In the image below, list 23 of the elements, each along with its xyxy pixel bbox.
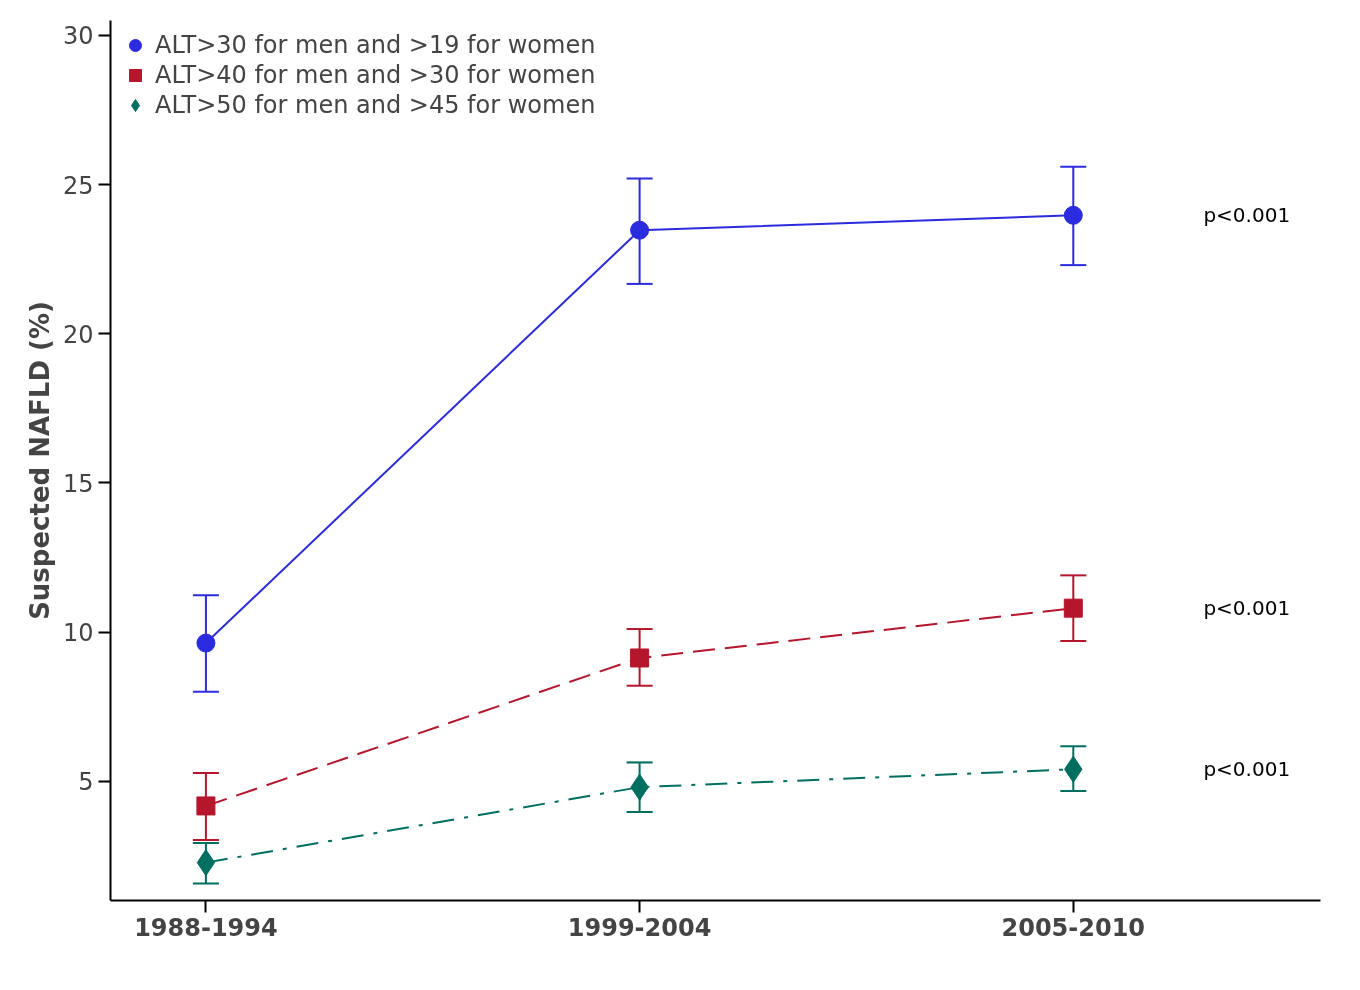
point [196,633,216,653]
y-tick-label: 10 [62,619,94,648]
y-tick-label: 25 [62,171,94,200]
legend-label: ALT>30 for men and >19 for women [155,31,596,59]
y-tick-label: 5 [78,768,94,797]
x-tick-label: 1999-2004 [567,913,712,942]
annotation: p<0.001 [1203,596,1291,621]
y-tick-label: 30 [62,22,94,51]
x-tick-label: 1988-1994 [134,913,278,942]
point [1063,205,1083,225]
y-tick-label: 20 [62,320,94,349]
point [1063,598,1083,618]
annotation: p<0.001 [1203,757,1291,782]
legend-label: ALT>40 for men and >30 for women [155,61,596,89]
y-axis-title: Suspected NAFLD (%) [24,301,55,620]
point [630,648,650,668]
y-tick-label: 15 [62,469,94,498]
annotation: p<0.001 [1203,203,1291,228]
x-tick-label: 2005-2010 [1001,913,1146,942]
legend-label: ALT>50 for men and >45 for women [155,91,596,119]
point [196,849,216,877]
point [630,220,650,240]
point [196,796,216,816]
